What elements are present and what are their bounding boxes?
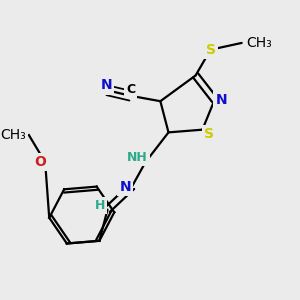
- Text: NH: NH: [127, 151, 148, 164]
- Text: S: S: [204, 127, 214, 141]
- Text: O: O: [34, 155, 46, 169]
- Text: CH₃: CH₃: [246, 36, 272, 50]
- Text: N: N: [215, 93, 227, 107]
- Text: N: N: [119, 180, 131, 194]
- Text: S: S: [206, 43, 215, 57]
- Text: CH₃: CH₃: [0, 128, 26, 142]
- Text: C: C: [126, 83, 135, 96]
- Text: H: H: [95, 199, 105, 212]
- Text: N: N: [100, 79, 112, 92]
